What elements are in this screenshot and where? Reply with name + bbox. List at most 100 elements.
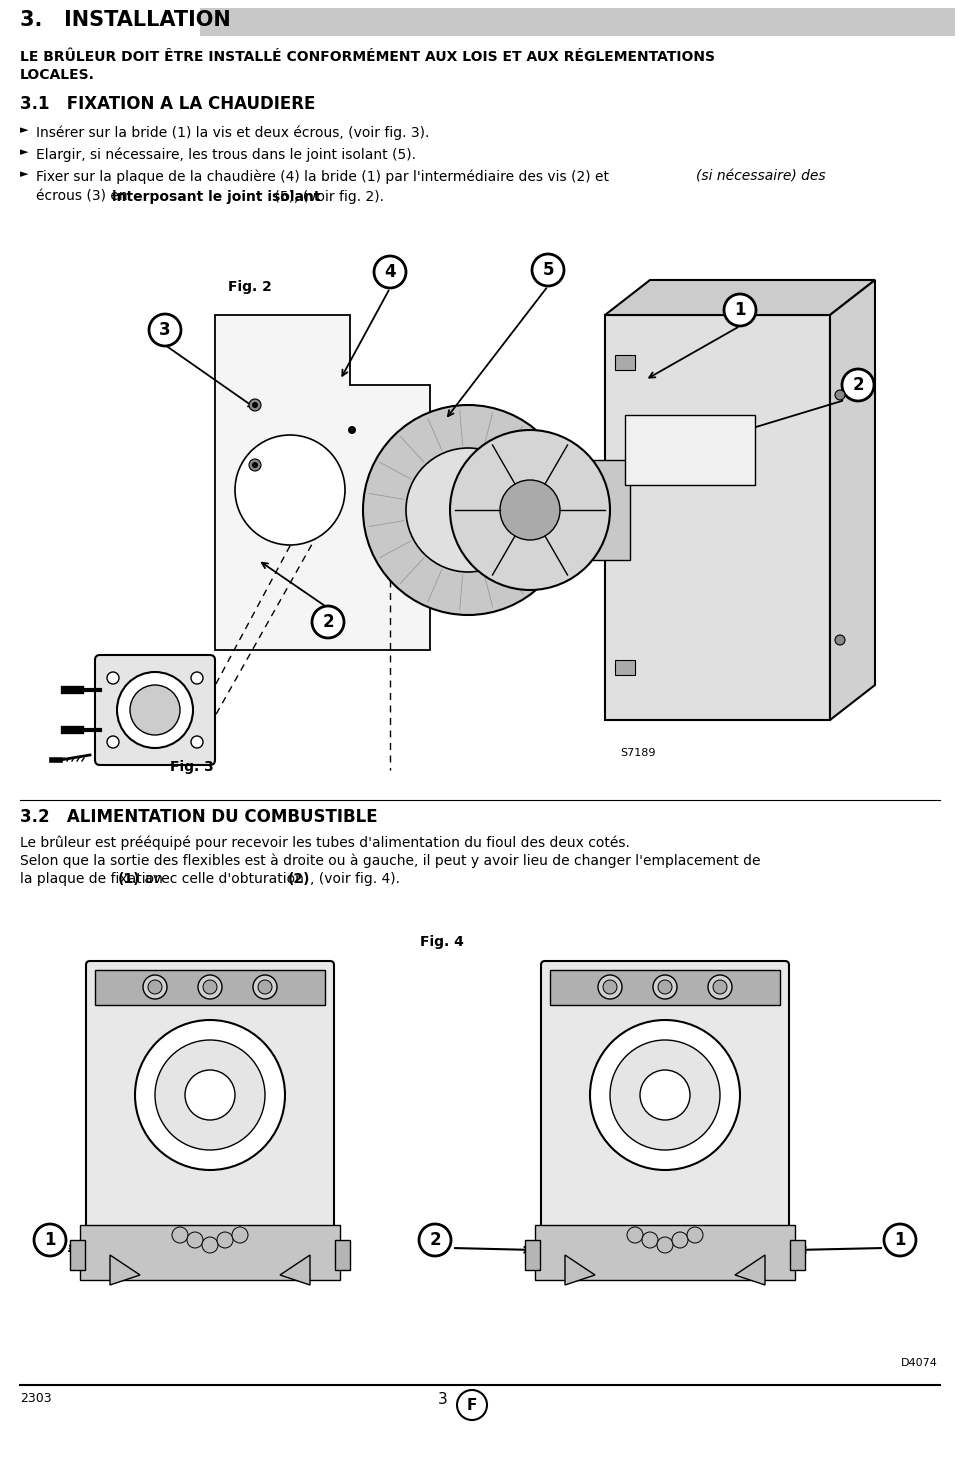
Circle shape <box>107 672 119 684</box>
Circle shape <box>687 1227 703 1243</box>
Circle shape <box>217 1232 233 1248</box>
Text: 3.   INSTALLATION: 3. INSTALLATION <box>20 10 230 31</box>
Circle shape <box>187 1232 203 1248</box>
Polygon shape <box>830 281 875 720</box>
Bar <box>70 1240 85 1270</box>
Text: 2: 2 <box>323 614 334 631</box>
Circle shape <box>252 462 258 468</box>
Circle shape <box>249 399 261 411</box>
Circle shape <box>419 1224 451 1256</box>
Text: interposant le joint isolant: interposant le joint isolant <box>112 190 321 205</box>
Circle shape <box>149 314 181 346</box>
Text: Fig. 3: Fig. 3 <box>170 760 214 774</box>
Text: (5), (voir fig. 2).: (5), (voir fig. 2). <box>270 190 384 205</box>
Bar <box>790 1240 805 1270</box>
Text: 3.2   ALIMENTATION DU COMBUSTIBLE: 3.2 ALIMENTATION DU COMBUSTIBLE <box>20 808 377 825</box>
Polygon shape <box>735 1255 765 1286</box>
FancyBboxPatch shape <box>86 961 334 1270</box>
Text: 1: 1 <box>734 301 746 318</box>
Text: D4074: D4074 <box>901 1359 938 1367</box>
Text: F: F <box>467 1398 477 1413</box>
Circle shape <box>406 449 530 573</box>
Bar <box>615 660 635 675</box>
Circle shape <box>598 974 622 999</box>
Circle shape <box>642 1232 658 1248</box>
Polygon shape <box>605 316 830 720</box>
Circle shape <box>143 974 167 999</box>
Circle shape <box>884 1224 916 1256</box>
Circle shape <box>253 974 277 999</box>
Circle shape <box>457 1389 487 1420</box>
Circle shape <box>148 980 162 993</box>
Circle shape <box>713 980 727 993</box>
Circle shape <box>842 370 874 400</box>
Circle shape <box>603 980 617 993</box>
Text: 2: 2 <box>429 1232 441 1249</box>
Circle shape <box>203 980 217 993</box>
Text: 4: 4 <box>384 263 396 281</box>
Text: (1): (1) <box>118 872 140 885</box>
Circle shape <box>312 606 344 638</box>
Circle shape <box>172 1227 188 1243</box>
Bar <box>80 1224 340 1280</box>
Circle shape <box>724 294 756 326</box>
Bar <box>530 460 630 560</box>
Text: la plaque de fixation: la plaque de fixation <box>20 872 167 885</box>
Circle shape <box>191 736 203 748</box>
Text: 2: 2 <box>852 375 864 394</box>
Text: ►: ► <box>20 148 29 156</box>
Circle shape <box>232 1227 248 1243</box>
Bar <box>550 970 780 1005</box>
Circle shape <box>658 980 672 993</box>
Circle shape <box>249 459 261 470</box>
Circle shape <box>34 1224 66 1256</box>
Text: Fig. 2: Fig. 2 <box>228 281 272 294</box>
Text: 2303: 2303 <box>20 1392 52 1405</box>
Circle shape <box>708 974 732 999</box>
Polygon shape <box>215 316 430 650</box>
Circle shape <box>590 1020 740 1170</box>
Text: , (voir fig. 4).: , (voir fig. 4). <box>310 872 400 885</box>
Circle shape <box>835 636 845 644</box>
Circle shape <box>653 974 677 999</box>
Text: Elargir, si nécessaire, les trous dans le joint isolant (5).: Elargir, si nécessaire, les trous dans l… <box>36 148 416 162</box>
Circle shape <box>672 1232 688 1248</box>
Polygon shape <box>280 1255 310 1286</box>
Text: LOCALES.: LOCALES. <box>20 69 95 82</box>
Circle shape <box>191 672 203 684</box>
Polygon shape <box>565 1255 595 1286</box>
Circle shape <box>117 672 193 748</box>
Circle shape <box>610 1040 720 1150</box>
Text: 1: 1 <box>44 1232 56 1249</box>
Bar <box>95 970 325 1005</box>
Text: ►: ► <box>20 126 29 134</box>
Text: 3: 3 <box>439 1392 448 1407</box>
Circle shape <box>235 435 345 545</box>
Text: Fig. 4: Fig. 4 <box>420 935 464 950</box>
Circle shape <box>185 1069 235 1121</box>
Circle shape <box>374 256 406 288</box>
Text: (2): (2) <box>288 872 310 885</box>
Circle shape <box>363 405 573 615</box>
Bar <box>525 1240 540 1270</box>
Polygon shape <box>110 1255 140 1286</box>
Circle shape <box>640 1069 690 1121</box>
Circle shape <box>657 1237 673 1254</box>
Circle shape <box>258 980 272 993</box>
Bar <box>535 1224 795 1280</box>
Circle shape <box>155 1040 265 1150</box>
Circle shape <box>835 390 845 400</box>
Text: Insérer sur la bride (1) la vis et deux écrous, (voir fig. 3).: Insérer sur la bride (1) la vis et deux … <box>36 126 429 139</box>
Circle shape <box>500 481 560 541</box>
Polygon shape <box>605 281 875 316</box>
Circle shape <box>450 430 610 590</box>
Text: 3: 3 <box>159 321 171 339</box>
Circle shape <box>198 974 222 999</box>
FancyBboxPatch shape <box>625 415 755 485</box>
Circle shape <box>532 254 564 286</box>
Text: (si nécessaire) des: (si nécessaire) des <box>696 169 826 183</box>
Text: 5: 5 <box>542 262 554 279</box>
Text: écrous (3) en: écrous (3) en <box>36 190 132 205</box>
Text: LE BRÛLEUR DOIT ÊTRE INSTALLÉ CONFORMÉMENT AUX LOIS ET AUX RÉGLEMENTATIONS: LE BRÛLEUR DOIT ÊTRE INSTALLÉ CONFORMÉME… <box>20 50 715 64</box>
Text: Le brûleur est prééquipé pour recevoir les tubes d'alimentation du fioul des deu: Le brûleur est prééquipé pour recevoir l… <box>20 836 630 850</box>
